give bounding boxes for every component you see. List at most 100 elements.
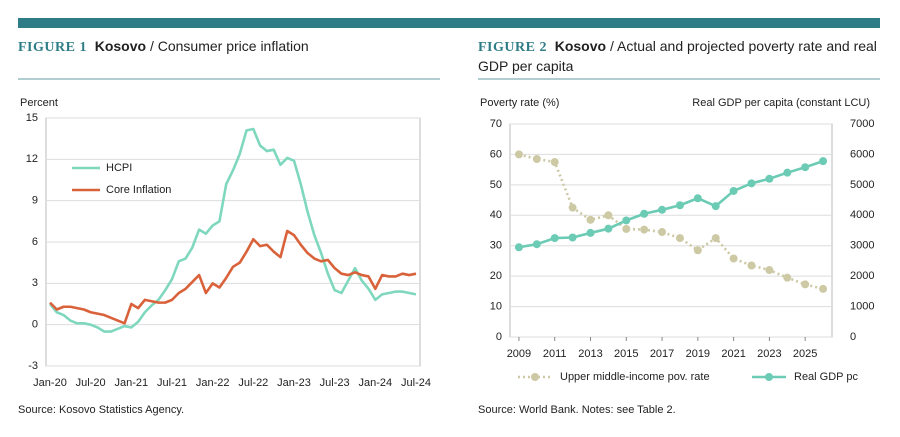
x-tick-label: Jul-20: [76, 377, 106, 389]
marker: [801, 280, 810, 289]
marker: [604, 224, 613, 233]
figure-title: FIGURE 2 Kosovo / Actual and projected p…: [478, 37, 878, 76]
figure-label: FIGURE 1: [18, 40, 87, 55]
marker: [550, 158, 559, 167]
x-tick-label: 2009: [507, 348, 531, 360]
source: Source: Kosovo Statistics Agency.: [18, 404, 185, 416]
y2-tick-label: 3000: [850, 240, 874, 252]
x-tick-label: 2019: [686, 348, 710, 360]
marker: [675, 201, 684, 210]
y-tick-label: 6: [32, 236, 38, 248]
marker: [711, 202, 720, 211]
x-tick-label: 2025: [793, 348, 817, 360]
y-tick-label: 0: [32, 319, 38, 331]
marker: [586, 228, 595, 237]
x-tick-label: Jul-24: [401, 377, 431, 389]
x-tick-label: 2011: [543, 348, 567, 360]
y-tick-label: -3: [28, 360, 38, 372]
y2-tick-label: 7000: [850, 118, 874, 130]
country: Kosovo: [554, 38, 607, 54]
y-tick-label: 30: [490, 240, 502, 252]
marker: [532, 240, 541, 249]
y-tick-label: 60: [490, 148, 502, 160]
x-tick-label: Jan-24: [359, 377, 393, 389]
marker: [675, 234, 684, 243]
marker: [622, 224, 631, 233]
marker: [658, 205, 667, 214]
marker: [783, 273, 792, 282]
x-tick-label: 2015: [614, 348, 638, 360]
x-tick-label: 2021: [721, 348, 745, 360]
marker: [729, 186, 738, 195]
y2-axis-label: Real GDP per capita (constant LCU): [692, 97, 870, 109]
marker: [783, 168, 792, 177]
series-line: [518, 159, 824, 249]
marker: [819, 284, 828, 293]
y-tick-label: 50: [490, 179, 502, 191]
country: Kosovo: [94, 38, 147, 54]
y-tick-label: 70: [490, 118, 502, 130]
y-axis-label: Percent: [20, 97, 58, 109]
y-tick-label: 15: [26, 112, 38, 124]
marker: [568, 233, 577, 242]
title: / Actual and projected poverty rate and …: [478, 38, 877, 74]
y-tick-label: 40: [490, 209, 502, 221]
x-tick-label: 2023: [757, 348, 781, 360]
marker: [711, 234, 720, 243]
x-tick-label: Jul-22: [238, 377, 268, 389]
y-tick-label: 20: [490, 270, 502, 282]
plot-frame: [509, 123, 833, 338]
legend-label: Upper middle-income pov. rate: [560, 371, 710, 383]
marker: [532, 154, 541, 163]
legend-marker: [531, 373, 539, 381]
series-line: [518, 153, 824, 291]
legend-label: Real GDP pc: [794, 371, 858, 383]
y-axis-label: Poverty rate (%): [480, 97, 559, 109]
marker: [640, 209, 649, 218]
y2-tick-label: 1000: [850, 300, 874, 312]
x-tick-label: 2017: [650, 348, 674, 360]
marker: [622, 216, 631, 225]
legend-label: HCPI: [106, 162, 132, 174]
source: Source: World Bank. Notes: see Table 2.: [478, 404, 676, 416]
x-tick-label: Jul-23: [320, 377, 350, 389]
marker: [586, 215, 595, 224]
y-tick-label: 3: [32, 277, 38, 289]
y2-tick-label: 0: [850, 331, 856, 343]
marker: [819, 157, 828, 166]
marker: [765, 174, 774, 183]
y2-tick-label: 4000: [850, 209, 874, 221]
y-tick-label: 9: [32, 195, 38, 207]
marker: [765, 266, 774, 275]
x-tick-label: Jan-23: [277, 377, 311, 389]
marker: [801, 163, 810, 172]
marker: [604, 211, 613, 220]
marker: [514, 243, 523, 252]
x-tick-label: Jan-20: [33, 377, 67, 389]
y-tick-label: 10: [490, 300, 502, 312]
figure-title: FIGURE 1 Kosovo / Consumer price inflati…: [18, 37, 438, 57]
y2-tick-label: 6000: [850, 148, 874, 160]
marker: [747, 179, 756, 188]
y2-tick-label: 5000: [850, 179, 874, 191]
marker: [729, 254, 738, 263]
marker: [747, 261, 756, 270]
marker: [693, 194, 702, 203]
figure-label: FIGURE 2: [478, 40, 547, 55]
legend-marker: [765, 373, 773, 381]
y-tick-label: 0: [496, 331, 502, 343]
y2-tick-label: 2000: [850, 270, 874, 282]
top-bar: [18, 18, 880, 28]
x-tick-label: 2013: [578, 348, 602, 360]
marker: [550, 234, 559, 243]
marker: [658, 228, 667, 237]
x-tick-label: Jan-22: [196, 377, 230, 389]
x-tick-label: Jan-21: [115, 377, 149, 389]
x-tick-label: Jul-21: [157, 377, 187, 389]
title: / Consumer price inflation: [149, 38, 309, 54]
marker: [640, 225, 649, 234]
legend-label: Core Inflation: [106, 184, 171, 196]
series-line: [48, 127, 417, 333]
